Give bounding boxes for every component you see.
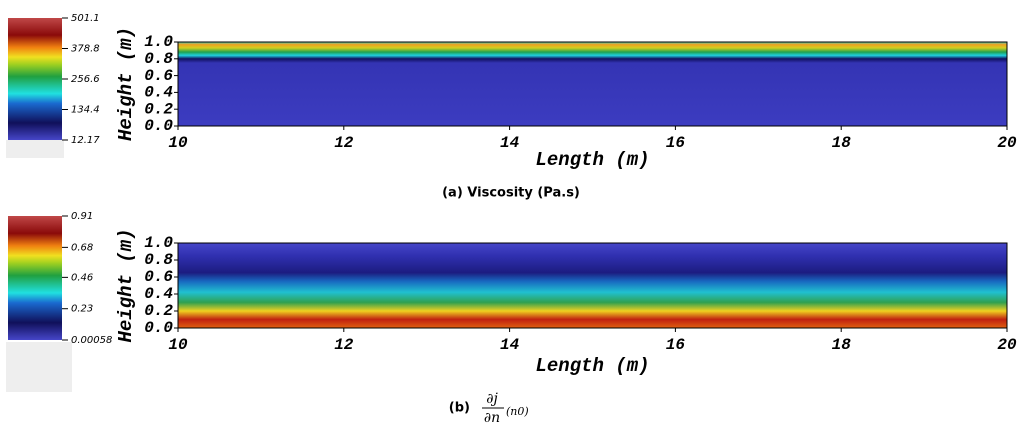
y-tick-label: 0.2 bbox=[144, 302, 173, 320]
x-tick-label: 10 bbox=[168, 336, 188, 354]
caption-subscript: (n0) bbox=[506, 405, 529, 418]
colorbar-tick-label: 12.17 bbox=[71, 135, 100, 146]
colorbar-tick-label: 501.1 bbox=[71, 13, 100, 24]
colorbar bbox=[8, 216, 62, 340]
caption: (b) bbox=[449, 401, 470, 416]
y-tick-label: 0.8 bbox=[144, 251, 173, 269]
caption-denominator: ∂n bbox=[484, 410, 500, 423]
colorbar-pad bbox=[6, 342, 72, 392]
x-tick-label: 16 bbox=[666, 134, 686, 152]
colorbar-tick-label: 378.8 bbox=[71, 44, 100, 55]
y-tick-label: 0.6 bbox=[144, 268, 173, 286]
colorbar-tick-label: 256.6 bbox=[71, 74, 100, 85]
colorbar-tick-label: 134.4 bbox=[71, 105, 100, 116]
x-tick-label: 16 bbox=[666, 336, 686, 354]
x-axis-label: Length (m) bbox=[535, 149, 649, 171]
x-tick-label: 12 bbox=[334, 336, 354, 354]
colorbar-tick-label: 0.23 bbox=[71, 304, 93, 315]
y-tick-label: 0.4 bbox=[144, 285, 173, 303]
colorbar bbox=[8, 18, 62, 140]
x-tick-label: 20 bbox=[997, 336, 1017, 354]
colorbar-pad bbox=[6, 140, 64, 158]
field bbox=[178, 243, 1007, 328]
plot-frame bbox=[177, 41, 1008, 127]
x-tick-label: 20 bbox=[997, 134, 1017, 152]
caption: (a) Viscosity (Pa.s) bbox=[442, 186, 580, 201]
y-tick-label: 0.8 bbox=[144, 50, 173, 68]
x-tick-label: 18 bbox=[832, 134, 852, 152]
x-tick-label: 10 bbox=[168, 134, 188, 152]
x-axis-label: Length (m) bbox=[535, 355, 649, 377]
y-axis-label: Height (m) bbox=[115, 228, 137, 342]
colorbar-tick-label: 0.91 bbox=[71, 211, 93, 222]
y-tick-label: 0.2 bbox=[144, 100, 173, 118]
x-tick-label: 12 bbox=[334, 134, 354, 152]
colorbar-tick-label: 0.00058 bbox=[71, 335, 112, 346]
y-tick-label: 1.0 bbox=[144, 234, 173, 252]
plot-frame bbox=[177, 242, 1008, 329]
x-tick-label: 18 bbox=[832, 336, 852, 354]
caption-numerator: ∂j bbox=[486, 391, 498, 407]
y-tick-label: 0.4 bbox=[144, 84, 173, 102]
y-tick-label: 0.0 bbox=[144, 117, 173, 135]
y-axis-label: Height (m) bbox=[115, 27, 137, 141]
x-tick-label: 14 bbox=[500, 336, 520, 354]
y-tick-label: 0.6 bbox=[144, 67, 173, 85]
colorbar-tick-label: 0.68 bbox=[71, 242, 93, 253]
colorbar-tick-label: 0.46 bbox=[71, 272, 93, 283]
y-tick-label: 0.0 bbox=[144, 319, 173, 337]
y-tick-label: 1.0 bbox=[144, 33, 173, 51]
x-tick-label: 14 bbox=[500, 134, 520, 152]
field bbox=[178, 42, 1007, 126]
